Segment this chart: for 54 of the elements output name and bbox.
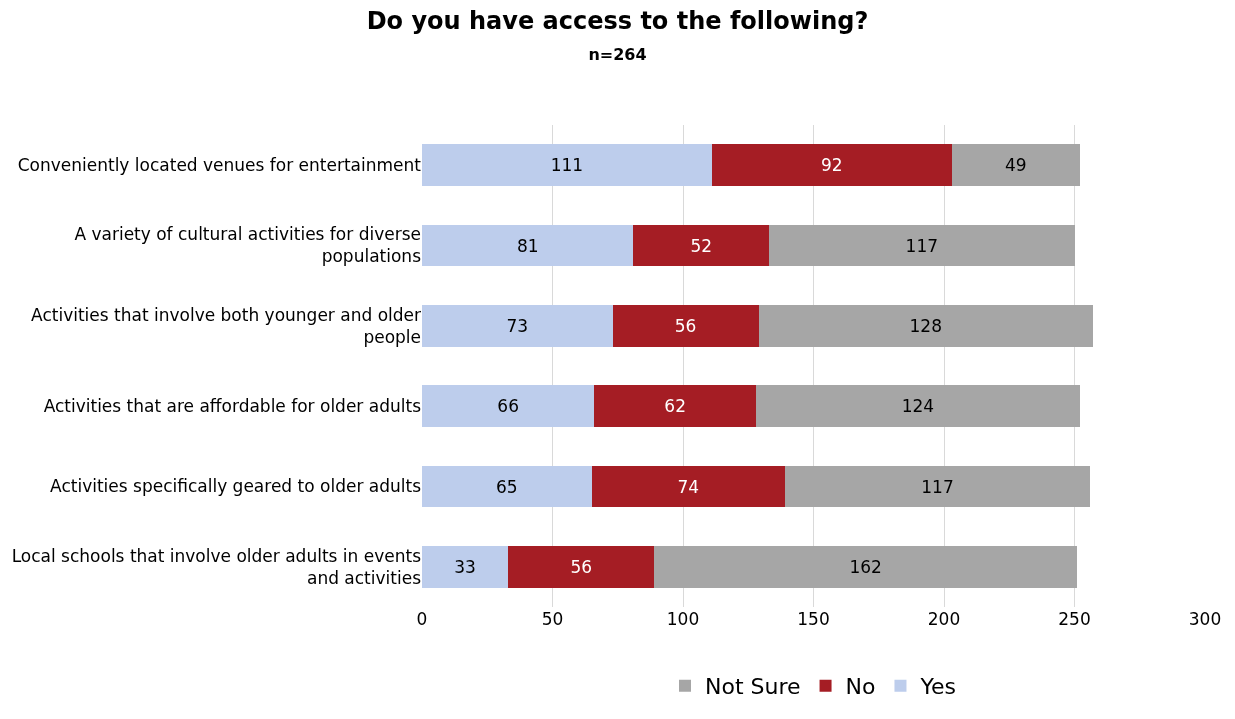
data-label: 33: [454, 556, 476, 577]
legend-label: Not Sure: [705, 674, 801, 700]
y-tick-label: Conveniently located venues for entertainment: [17, 155, 422, 176]
data-label: 56: [674, 315, 697, 336]
data-label: 117: [921, 476, 954, 497]
bar: [654, 545, 1078, 588]
data-label: 73: [506, 315, 529, 336]
x-tick-label: 150: [797, 609, 830, 629]
data-label: 52: [690, 235, 713, 256]
x-tick-label: 50: [541, 609, 564, 629]
data-label: 92: [820, 155, 843, 176]
data-label: 74: [677, 476, 700, 497]
y-tick-label: Activities that are affordable for older adults: [43, 396, 422, 417]
data-label: 66: [497, 396, 519, 417]
bar: [769, 224, 1075, 267]
bar: [422, 144, 712, 187]
bar: [422, 545, 509, 588]
data-label: 117: [905, 235, 939, 256]
y-tick-label: Activities specifically geared to older adults: [50, 476, 422, 497]
bar: [422, 465, 592, 508]
bar: [784, 465, 1091, 508]
data-label: 111: [550, 155, 584, 176]
y-tick-label: Activities that involve both younger and older people: [31, 304, 421, 347]
bar: [422, 304, 613, 347]
bar: [951, 144, 1080, 187]
bar: [633, 224, 770, 267]
data-label: 81: [516, 235, 539, 256]
bar: [508, 545, 655, 588]
y-tick-label: A variety of cultural activities for diverse populations: [74, 224, 422, 267]
bar: [422, 224, 634, 267]
chart-subtitle: n=264: [588, 44, 647, 64]
legend-label: Yes: [919, 674, 956, 700]
legend-label: No: [845, 674, 876, 700]
data-label: 124: [901, 396, 935, 417]
data-label: 162: [849, 556, 882, 577]
bar: [422, 385, 595, 428]
bar: [612, 304, 759, 347]
x-tick-label: 0: [416, 609, 428, 629]
chart-title: Do you have access to the following?: [366, 6, 869, 35]
bar: [756, 385, 1080, 428]
bar: [591, 465, 785, 508]
y-tick-label: Local schools that involve older adults in events and activities: [11, 545, 422, 588]
data-label: 65: [496, 476, 518, 497]
data-label: 128: [909, 315, 942, 336]
bar: [758, 304, 1093, 347]
bar: [711, 144, 952, 187]
x-tick-label: 250: [1058, 609, 1091, 629]
bar: [594, 385, 757, 428]
data-label: 56: [570, 556, 593, 577]
data-label: 62: [664, 396, 686, 417]
x-tick-label: 100: [666, 609, 700, 629]
x-tick-label: 200: [927, 609, 961, 629]
x-tick-label: 300: [1188, 609, 1222, 629]
data-label: 49: [1004, 155, 1027, 176]
